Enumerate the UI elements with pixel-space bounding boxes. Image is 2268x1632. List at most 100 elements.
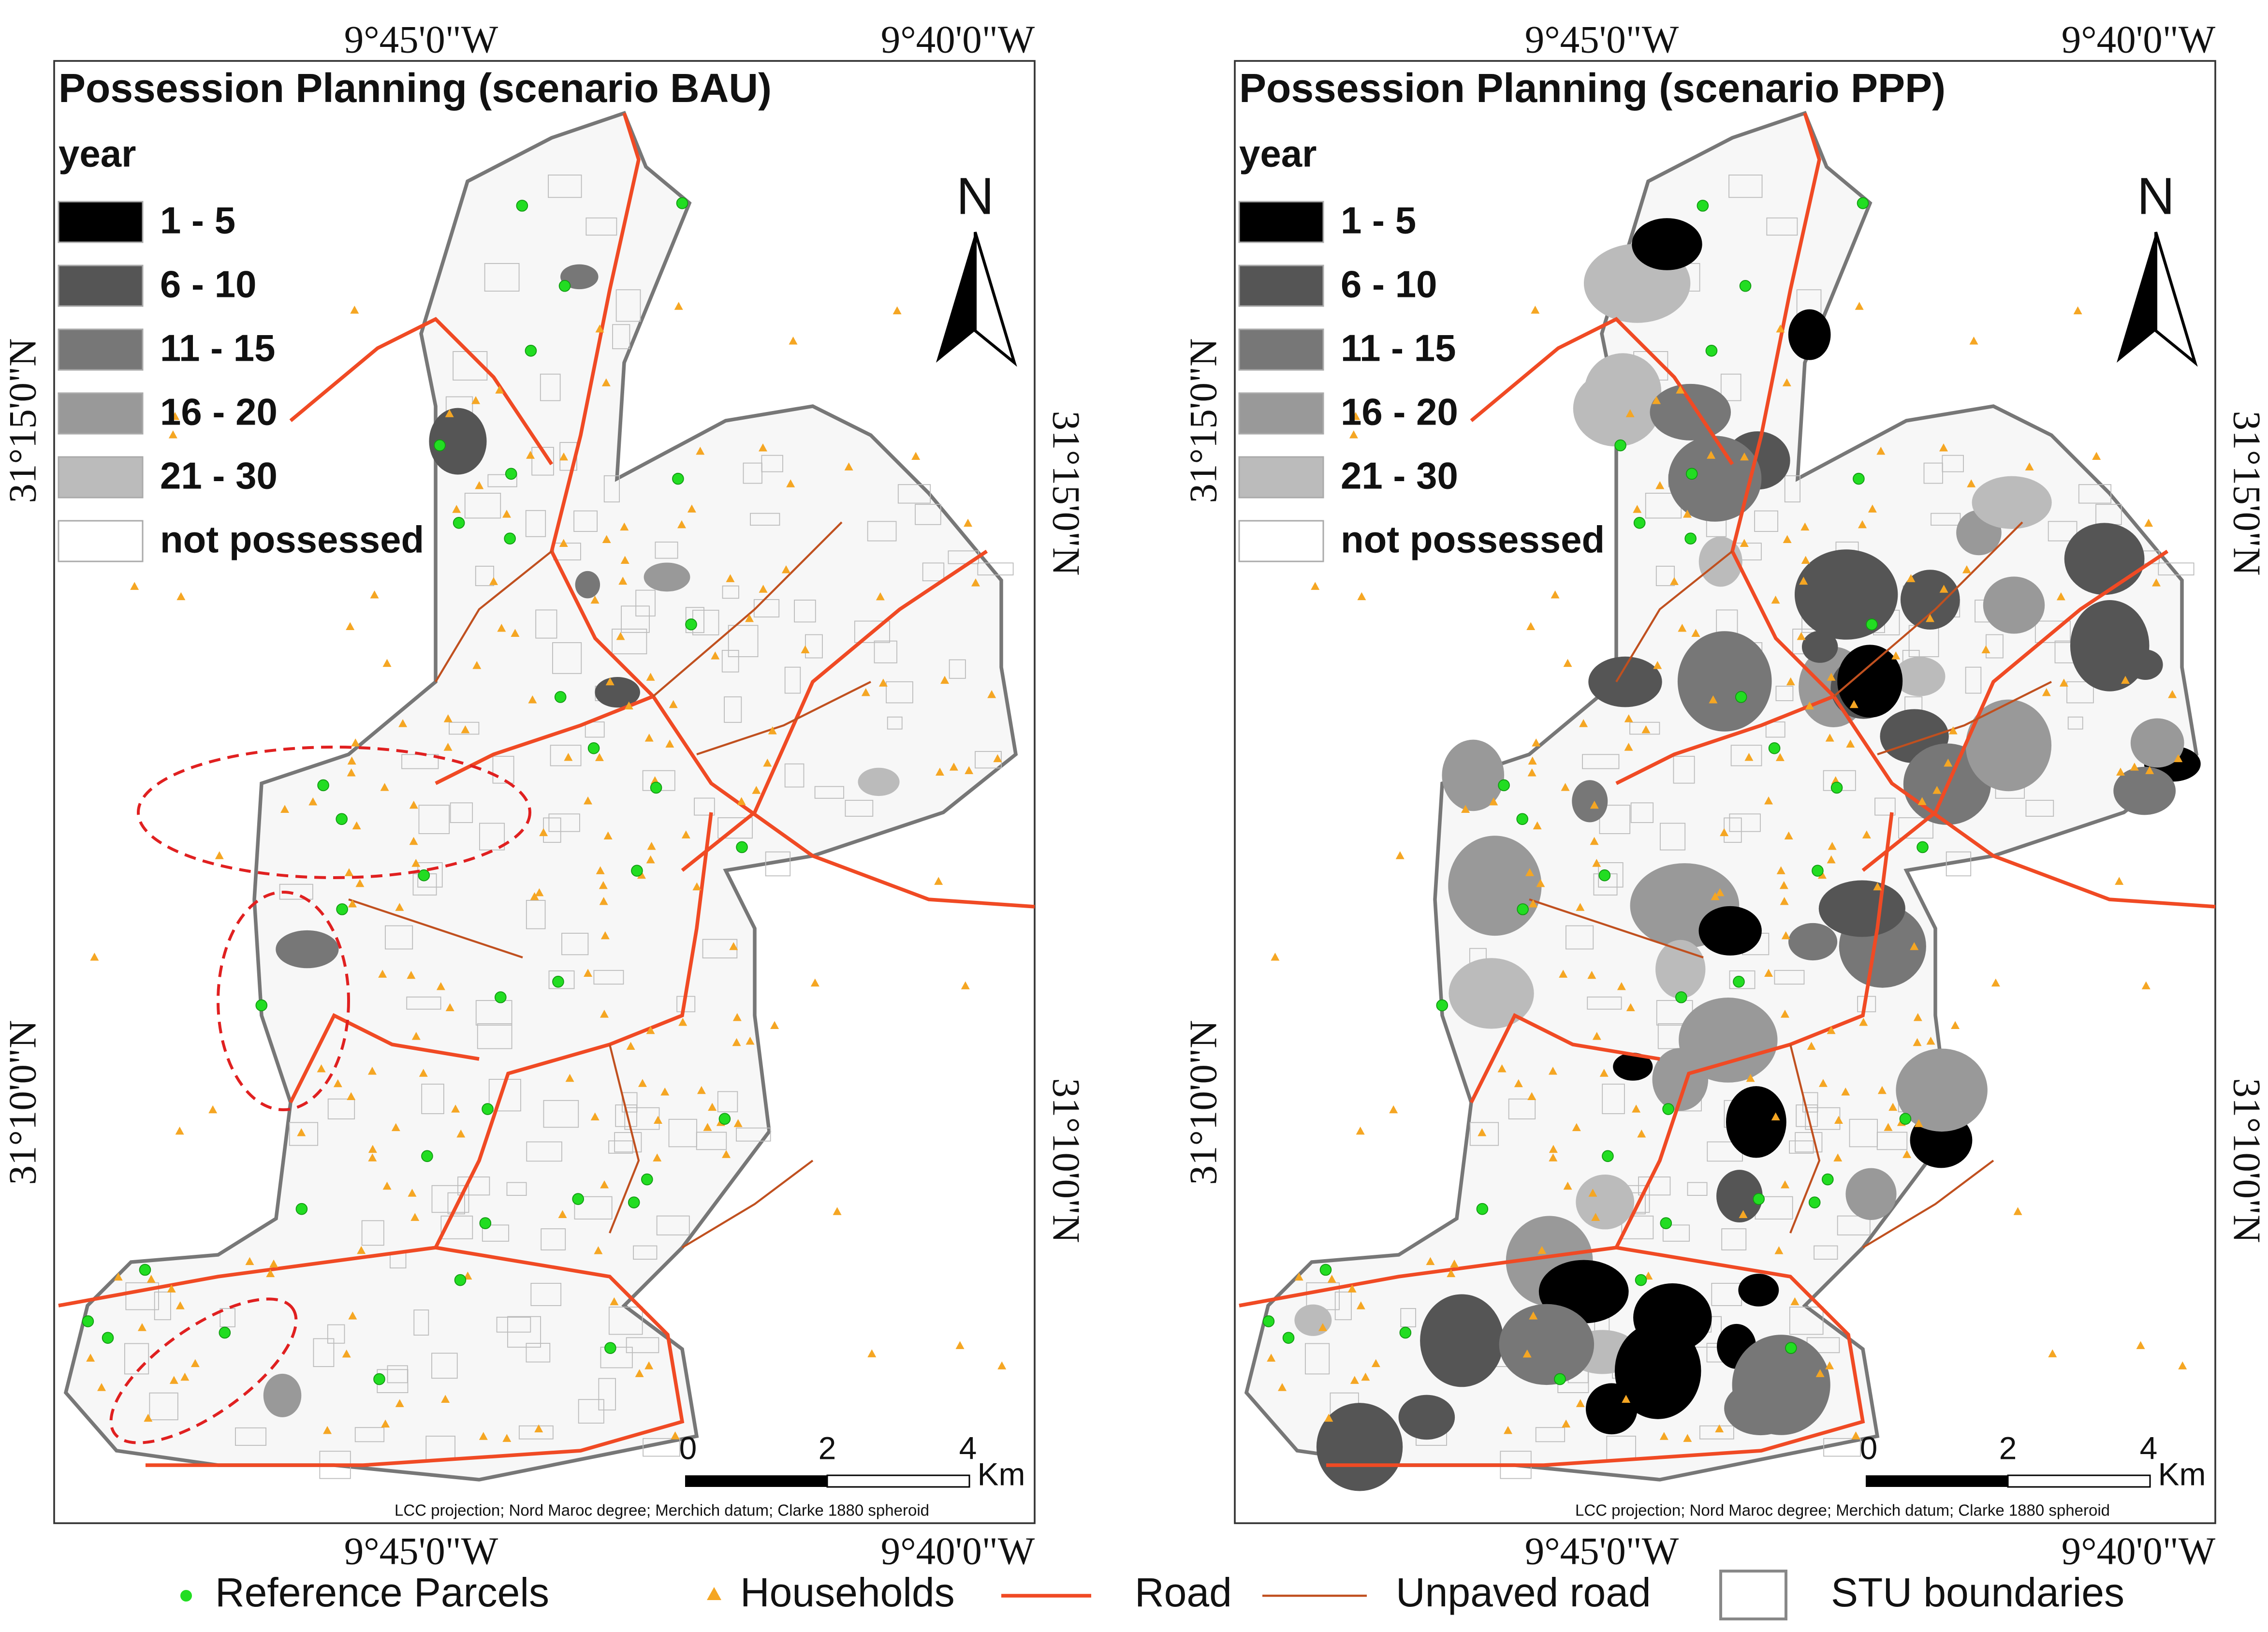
parcel <box>886 681 913 704</box>
parcel <box>464 493 501 519</box>
household <box>445 409 454 417</box>
household <box>297 1128 306 1136</box>
household <box>732 1013 742 1021</box>
reference-parcel <box>1853 472 1865 485</box>
possessed-parcel <box>1448 836 1542 936</box>
parcel <box>608 1140 633 1154</box>
scale-unit: Km <box>978 1456 1025 1492</box>
map-panel: Possession Planning (scenario PPP) year 1 … <box>1182 18 2268 1573</box>
household <box>638 1079 647 1087</box>
parcel <box>552 642 582 674</box>
possessed-parcel <box>1894 657 1946 696</box>
household <box>876 592 885 601</box>
parcel <box>1874 797 1896 816</box>
north-label: N <box>2137 167 2175 225</box>
legend-title: year <box>59 132 136 175</box>
household <box>732 1038 741 1046</box>
parcel <box>1655 566 1675 587</box>
household <box>1395 851 1405 859</box>
reference-parcel <box>1516 813 1529 825</box>
household <box>1533 821 1542 830</box>
household <box>348 1311 357 1320</box>
household <box>1910 942 1919 950</box>
scale-bar <box>826 1474 970 1488</box>
reference-parcel <box>336 813 348 825</box>
household <box>215 851 224 859</box>
latitude-label: 31°10'0"N <box>1044 1078 1088 1243</box>
household <box>2141 981 2151 989</box>
household <box>280 805 290 813</box>
parcel <box>1849 1118 1878 1147</box>
reference-parcel <box>1822 1173 1834 1186</box>
household <box>1781 1180 1790 1189</box>
household <box>646 673 655 681</box>
parcel <box>492 756 514 784</box>
road <box>1469 1013 1660 1103</box>
household <box>1294 1272 1303 1281</box>
household <box>1740 452 1749 461</box>
reference-parcel <box>1753 1193 1765 1205</box>
parcel <box>417 862 443 888</box>
parcel <box>574 1196 613 1220</box>
household <box>1781 931 1790 940</box>
household <box>768 726 777 735</box>
parcel <box>482 1224 510 1242</box>
household <box>1548 1067 1557 1075</box>
household <box>1356 1126 1365 1135</box>
household <box>2145 766 2154 774</box>
parcel <box>431 1353 458 1379</box>
scale-label: 4 <box>959 1430 977 1466</box>
household <box>801 645 810 653</box>
scale-bar <box>1866 1475 2008 1487</box>
unpaved-road <box>681 1160 814 1249</box>
household <box>1624 743 1633 751</box>
latitude-label: 31°15'0"N <box>1 338 44 503</box>
household <box>1876 446 1886 455</box>
household <box>2130 763 2139 771</box>
household <box>409 800 418 809</box>
parcel <box>1400 1308 1416 1327</box>
reference-parcel <box>587 742 600 754</box>
household <box>1347 1284 1357 1293</box>
unpaved-road <box>348 898 523 958</box>
possessed-parcel <box>1801 631 1838 663</box>
household <box>1851 1431 1860 1440</box>
household <box>637 870 646 879</box>
reference-parcel <box>672 472 684 485</box>
parcel <box>1660 823 1686 851</box>
parcel <box>915 504 941 525</box>
parcel <box>765 851 791 877</box>
reference-parcel <box>1685 468 1698 480</box>
household <box>1926 1036 1935 1045</box>
household <box>2174 754 2183 763</box>
parcel <box>612 324 630 350</box>
household <box>935 767 944 776</box>
household <box>1786 677 1795 686</box>
parcel <box>387 1365 408 1383</box>
legend-label: not possessed <box>160 518 424 561</box>
household <box>1932 786 1942 794</box>
household <box>411 1031 421 1040</box>
household <box>176 592 186 601</box>
unpaved-road <box>1529 898 1704 958</box>
household <box>409 837 418 845</box>
household <box>911 452 921 460</box>
possessed-parcel <box>276 930 339 969</box>
unpaved-road <box>1789 1044 1821 1234</box>
parcel <box>1965 666 1982 694</box>
household <box>1551 590 1560 599</box>
household <box>833 1207 842 1215</box>
reference-parcel <box>1598 869 1611 882</box>
household <box>1709 695 1718 704</box>
parcel <box>1566 925 1594 950</box>
household <box>584 796 593 805</box>
household <box>949 763 958 771</box>
household <box>1504 1426 1513 1434</box>
household <box>1641 725 1651 734</box>
household <box>350 306 359 314</box>
reference-parcel <box>1614 439 1626 452</box>
household <box>677 520 686 529</box>
household <box>2073 306 2082 314</box>
household <box>878 678 888 687</box>
road <box>1470 317 1734 466</box>
